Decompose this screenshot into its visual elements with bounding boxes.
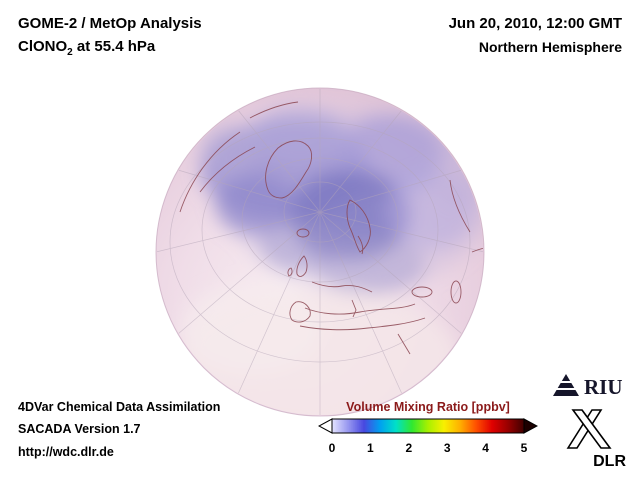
tick-label: 5 [520, 441, 528, 455]
tick-label: 4 [482, 441, 489, 455]
coastlines [179, 101, 483, 355]
plot-header-left: GOME-2 / MetOp Analysis ClONO2 at 55.4 h… [18, 12, 202, 61]
dlr-logo: DLR [566, 409, 626, 470]
assimilation-label: 4DVar Chemical Data Assimilation [18, 400, 221, 414]
dlr-logo-emblem [566, 409, 612, 449]
pressure-level: at 55.4 hPa [72, 38, 156, 56]
globe-rim [155, 87, 485, 417]
plot-footer: 4DVar Chemical Data Assimilation SACADA … [18, 396, 220, 463]
tick-label: 2 [405, 441, 413, 455]
tick-label: 0 [328, 441, 336, 455]
tick-label: 1 [367, 441, 374, 455]
plot-header-right: Jun 20, 2010, 12:00 GMT Northern Hemisph… [449, 12, 622, 58]
colorbar-ticks: 0 1 2 3 4 5 [318, 441, 538, 457]
colorbar [317, 418, 539, 434]
version-label: SACADA Version 1.7 [18, 422, 141, 437]
colorbar-right-arrow [523, 418, 539, 434]
species-subscript: 2 [67, 47, 73, 59]
website-url: http://wdc.dlr.de [18, 444, 114, 459]
analysis-title: GOME-2 / MetOp Analysis [18, 15, 202, 32]
species-level-label: ClONO2 at 55.4 hPa [18, 35, 202, 61]
colorbar-left-arrow [317, 418, 333, 434]
colorbar-gradient [331, 418, 525, 434]
colorbar-title: Volume Mixing Ratio [ppbv] [346, 400, 510, 414]
graticule-lines [157, 89, 483, 415]
riu-logo-mark [553, 374, 579, 396]
date-label: Jun 20, 2010, 12:00 GMT [448, 15, 622, 32]
species-name: ClONO [18, 38, 68, 56]
riu-logo: RIU [553, 374, 623, 399]
region-label: Northern Hemisphere [478, 39, 622, 55]
colorbar-block: Volume Mixing Ratio [ppbv] 0 1 2 3 4 5 [317, 400, 539, 457]
dlr-logo-text: DLR [593, 453, 626, 470]
riu-logo-text: RIU [584, 375, 623, 399]
tick-label: 3 [443, 441, 451, 455]
